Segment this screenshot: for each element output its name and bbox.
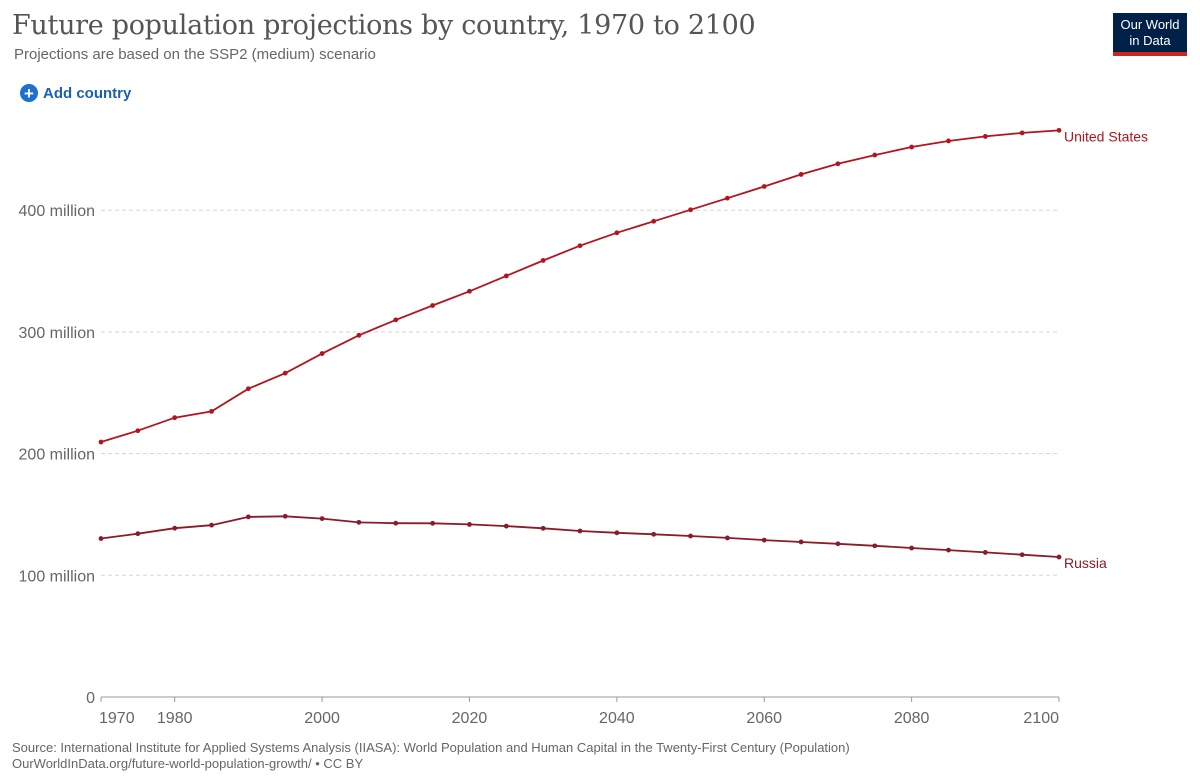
data-point[interactable]	[724, 535, 730, 541]
data-point[interactable]	[909, 144, 915, 150]
data-point[interactable]	[356, 332, 362, 338]
y-tick-label: 400 million	[19, 203, 95, 220]
y-tick-label: 100 million	[19, 568, 95, 585]
data-point[interactable]	[209, 408, 214, 414]
plus-circle-icon: +	[20, 84, 38, 102]
grid-lines	[101, 209, 1059, 576]
y-tick-label: 200 million	[19, 447, 95, 464]
data-point[interactable]	[319, 351, 325, 356]
data-point[interactable]	[1019, 130, 1025, 136]
data-point[interactable]	[172, 415, 178, 421]
data-point[interactable]	[835, 161, 841, 167]
data-point[interactable]	[503, 273, 509, 279]
data-point[interactable]	[430, 303, 436, 308]
data-point[interactable]	[761, 184, 767, 189]
data-point[interactable]	[282, 513, 288, 519]
data-point[interactable]	[98, 439, 104, 445]
data-point[interactable]	[393, 317, 399, 323]
data-point[interactable]	[1056, 127, 1062, 133]
data-point[interactable]	[319, 516, 325, 521]
data-point[interactable]	[245, 386, 251, 392]
x-tick-label: 2000	[304, 710, 340, 727]
data-point[interactable]	[503, 523, 509, 529]
y-tick-label: 0	[86, 690, 95, 707]
source-link[interactable]: OurWorldInData.org/future-world-populati…	[12, 756, 364, 771]
data-point[interactable]	[467, 288, 472, 294]
data-point[interactable]	[577, 528, 583, 534]
x-tick-label: 1980	[157, 710, 193, 727]
data-point[interactable]	[245, 514, 251, 520]
series-line[interactable]	[100, 515, 1060, 558]
logo-line-1: Our World	[1120, 17, 1180, 32]
data-point[interactable]	[1019, 552, 1025, 558]
series-united-states[interactable]	[98, 127, 1062, 445]
data-point[interactable]	[393, 520, 399, 526]
y-tick-label: 300 million	[19, 325, 95, 342]
x-tick-label: 2060	[746, 710, 782, 727]
data-point[interactable]	[909, 545, 915, 551]
x-tick-label: 2020	[452, 710, 488, 727]
data-point[interactable]	[467, 522, 472, 527]
data-point[interactable]	[577, 243, 583, 249]
data-point[interactable]	[614, 530, 620, 536]
data-point[interactable]	[982, 134, 988, 139]
data-point[interactable]	[135, 531, 141, 537]
data-point[interactable]	[356, 519, 362, 525]
add-country-button[interactable]: + Add country	[20, 84, 131, 102]
data-point[interactable]	[135, 428, 141, 434]
data-point[interactable]	[798, 172, 804, 177]
data-point[interactable]	[172, 525, 178, 531]
data-point[interactable]	[688, 207, 693, 213]
data-point[interactable]	[761, 537, 767, 543]
x-tick-label: 2040	[599, 710, 635, 727]
data-point[interactable]	[651, 531, 657, 537]
chart-subtitle: Projections are based on the SSP2 (mediu…	[14, 46, 376, 63]
data-point[interactable]	[835, 541, 841, 547]
series-russia[interactable]	[98, 513, 1062, 560]
logo-line-2: in Data	[1129, 33, 1171, 48]
owid-logo[interactable]: Our World in Data	[1113, 13, 1187, 56]
data-point[interactable]	[946, 547, 951, 553]
data-point[interactable]	[872, 543, 878, 549]
data-point[interactable]	[430, 520, 436, 526]
data-point[interactable]	[1056, 554, 1062, 560]
data-point[interactable]	[872, 152, 878, 158]
x-tick-label: 2080	[894, 710, 930, 727]
series-lines[interactable]	[98, 127, 1062, 560]
data-point[interactable]	[982, 550, 988, 555]
source-note: Source: International Institute for Appl…	[12, 740, 850, 772]
axes: 0 100 million 200 million 300 million 400 mi…	[19, 203, 1060, 727]
data-point[interactable]	[540, 258, 546, 263]
series-end-label[interactable]: Russia	[1064, 555, 1107, 571]
series-labels: United States Russia	[1064, 128, 1148, 571]
data-point[interactable]	[98, 536, 104, 541]
x-tick-label: 2100	[1023, 710, 1059, 727]
data-point[interactable]	[209, 522, 214, 528]
data-point[interactable]	[540, 525, 546, 531]
source-text: Source: International Institute for Appl…	[12, 740, 850, 755]
data-point[interactable]	[946, 138, 951, 144]
add-country-label: Add country	[43, 84, 132, 102]
chart-title: Future population projections by country…	[12, 10, 756, 41]
x-tick-label: 1970	[99, 710, 135, 727]
series-end-label[interactable]: United States	[1064, 128, 1148, 144]
data-point[interactable]	[651, 218, 657, 224]
data-point[interactable]	[282, 370, 288, 376]
series-line[interactable]	[100, 129, 1060, 443]
data-point[interactable]	[724, 195, 730, 201]
data-point[interactable]	[798, 539, 804, 545]
data-point[interactable]	[614, 230, 620, 236]
data-point[interactable]	[688, 533, 693, 539]
